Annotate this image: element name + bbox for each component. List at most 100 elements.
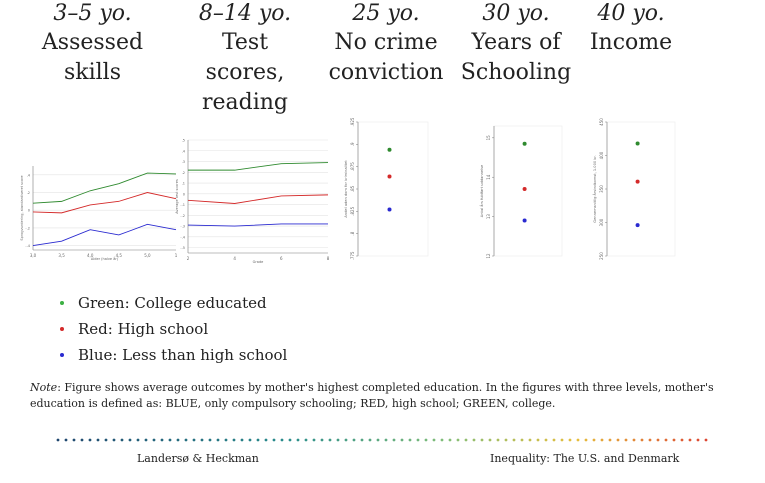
red-series-line: [32, 192, 177, 214]
column-title-line1: Test scores,: [205, 30, 285, 85]
column-title-line1: Assessed: [41, 30, 144, 55]
divider-dot: [64, 438, 68, 442]
red-dot-icon: [60, 327, 64, 331]
y-tick-label: .85: [350, 185, 355, 192]
divider-dot: [536, 438, 540, 442]
divider-dot: [136, 438, 140, 442]
legend-item-red: Red: High school: [60, 316, 287, 342]
divider-dot: [120, 438, 124, 442]
column-title-line1: Income: [589, 30, 673, 55]
legend-item-green: Green: College educated: [60, 290, 287, 316]
y-tick-label: -.3: [180, 225, 185, 229]
green-point: [387, 147, 392, 152]
divider-dot: [568, 438, 572, 442]
divider-dot: [376, 438, 380, 442]
divider-dot: [576, 438, 580, 442]
column-heading-2: 8–14 yo. Test scores, reading: [180, 0, 310, 118]
green-series-line: [188, 162, 329, 171]
divider-dot: [224, 438, 228, 442]
note-text: : Figure shows average outcomes by mothe…: [30, 381, 714, 410]
divider-dot: [72, 438, 76, 442]
green-point: [522, 141, 527, 146]
divider-dot: [200, 438, 204, 442]
y-tick-label: .3: [182, 160, 185, 164]
y-tick-label: -.4: [180, 235, 185, 239]
legend-item-blue: Blue: Less than high school: [60, 342, 287, 368]
column-title-line2: Schooling: [460, 60, 572, 85]
blue-point: [522, 218, 527, 223]
divider-dot: [152, 438, 156, 442]
divider-dot: [384, 438, 388, 442]
divider-dot: [400, 438, 404, 442]
divider-dot: [88, 438, 92, 442]
green-dot-icon: [60, 301, 64, 305]
column-age: 25 yo.: [352, 1, 420, 26]
divider-dot: [80, 438, 84, 442]
x-tick-label: 5,0: [144, 253, 151, 258]
x-tick-label: 1: [175, 253, 178, 258]
divider-dot: [664, 438, 668, 442]
divider-dot: [552, 438, 556, 442]
schooling-years-chart: 12 13 14 15 Antal års fuldført uddannelse: [479, 125, 563, 259]
y-tick-label: .4: [27, 173, 31, 177]
reading-scores-chart: -.5 -.4 -.3 -.2 -.1 0 .1 .2 .3 .4 .5 2 4 6 8 Grade Avera…: [175, 139, 330, 265]
divider-dot: [112, 438, 116, 442]
blue-series-line: [187, 223, 328, 227]
y-tick-label: .9: [350, 142, 355, 146]
y-tick-label: -.2: [25, 226, 30, 230]
y-tick-label: .775: [350, 251, 355, 260]
y-tick-label: .5: [182, 139, 185, 143]
legend: Green: College educated Red: High school…: [60, 290, 287, 368]
legend-label: Blue: Less than high school: [78, 346, 288, 364]
note-label: Note: [30, 381, 58, 394]
divider-dot: [360, 438, 364, 442]
divider-dot: [320, 438, 324, 442]
divider-dot: [128, 438, 132, 442]
divider-dot: [648, 438, 652, 442]
divider-dot: [528, 438, 532, 442]
divider-dot: [248, 438, 252, 442]
y-tick-label: 450: [599, 118, 604, 126]
column-age: 3–5 yo.: [53, 1, 132, 26]
divider-dot: [184, 438, 188, 442]
column-age: 30 yo.: [482, 1, 550, 26]
y-tick-label: 0: [183, 192, 185, 196]
column-heading-1: 3–5 yo. Assessed skills: [30, 0, 155, 88]
y-tick-label: .875: [350, 162, 355, 171]
column-age: 8–14 yo.: [198, 1, 292, 26]
x-axis-label: Grade: [253, 260, 264, 264]
y-axis-label: Average test scores: [175, 179, 179, 214]
x-tick-label: 3,0: [30, 253, 37, 258]
y-tick-label: .2: [27, 191, 30, 195]
y-tick-label: -.2: [180, 214, 185, 218]
plot-area: [188, 140, 328, 253]
column-title-line1: No crime: [334, 30, 438, 55]
x-axis-label: Alder (halve år): [91, 256, 119, 261]
divider-dot: [328, 438, 332, 442]
divider-dot: [632, 438, 636, 442]
divider-dot: [624, 438, 628, 442]
divider-dot: [464, 438, 468, 442]
blue-point: [387, 207, 392, 212]
divider-dot: [312, 438, 316, 442]
y-tick-label: -.4: [25, 244, 30, 248]
divider-dot: [192, 438, 196, 442]
green-series-line: [32, 172, 177, 204]
divider-dot: [488, 438, 492, 442]
divider-dot: [640, 438, 644, 442]
divider-dot: [232, 438, 236, 442]
column-title-line2: reading: [201, 90, 289, 115]
divider-dot: [480, 438, 484, 442]
divider-dot: [448, 438, 452, 442]
figure-note: Note: Figure shows average outcomes by m…: [30, 380, 750, 412]
red-series-line: [187, 194, 329, 204]
green-point: [635, 141, 640, 146]
y-tick-label: .4: [182, 149, 186, 153]
y-tick-label: -.1: [180, 203, 185, 207]
divider-dot: [520, 438, 524, 442]
column-title-line1: Years of: [471, 30, 561, 55]
x-tick-label: 8: [327, 256, 330, 261]
y-tick-label: .2: [182, 171, 185, 175]
divider-dot: [616, 438, 620, 442]
divider-dot: [256, 438, 260, 442]
